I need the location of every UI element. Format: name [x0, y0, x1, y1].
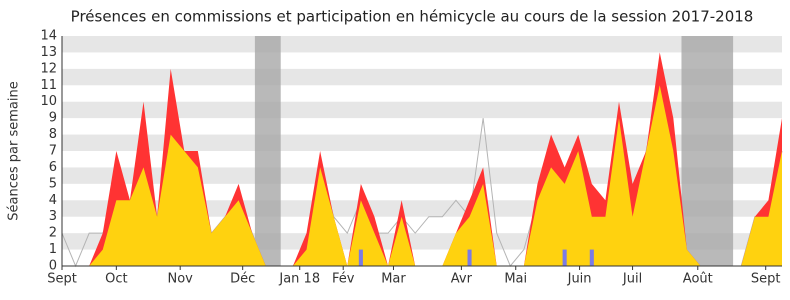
y-tick-label: 4	[49, 193, 57, 208]
y-tick-label: 13	[40, 45, 57, 60]
x-tick-label: Sept	[751, 272, 781, 287]
grid-band	[62, 68, 782, 86]
x-tick-label: Mai	[504, 272, 527, 287]
bar	[589, 249, 594, 266]
y-tick-label: 6	[49, 160, 57, 175]
holiday-band	[254, 36, 281, 266]
grid-band	[62, 167, 782, 184]
y-tick-label: 12	[40, 61, 57, 76]
area-series	[62, 85, 782, 267]
grid-band	[62, 101, 782, 119]
y-tick-label: 11	[40, 78, 57, 93]
bar	[562, 249, 567, 266]
y-tick-label: 10	[40, 94, 57, 109]
grid-band	[62, 36, 782, 53]
bar	[358, 249, 363, 266]
x-tick-label: Juil	[622, 272, 642, 287]
holiday-band	[681, 36, 734, 266]
y-tick-label: 1	[49, 242, 57, 257]
y-tick-label: 7	[49, 144, 57, 159]
y-tick-label: 3	[49, 209, 57, 224]
y-tick-label: 0	[49, 259, 57, 274]
bar	[467, 249, 472, 266]
x-tick-label: Oct	[105, 272, 127, 287]
x-tick-label: Mar	[381, 272, 406, 287]
x-tick-label: Déc	[230, 272, 255, 287]
x-tick-label: Sept	[47, 272, 77, 287]
y-tick-label: 2	[49, 226, 57, 241]
x-tick-label: Nov	[168, 272, 194, 287]
y-tick-label: 5	[49, 176, 57, 191]
y-tick-label: 14	[40, 29, 57, 44]
y-tick-label: 8	[49, 127, 57, 142]
chart-title: Présences en commissions et participatio…	[71, 8, 754, 26]
x-tick-label: Jan 18	[278, 272, 320, 287]
grid-band	[62, 134, 782, 151]
y-axis-label: Séances par semaine	[7, 81, 22, 220]
x-tick-label: Août	[683, 272, 713, 287]
x-tick-label: Juin	[567, 272, 592, 287]
x-tick-label: Avr	[451, 272, 473, 287]
y-tick-label: 9	[49, 111, 57, 126]
x-tick-label: Fév	[332, 272, 355, 287]
